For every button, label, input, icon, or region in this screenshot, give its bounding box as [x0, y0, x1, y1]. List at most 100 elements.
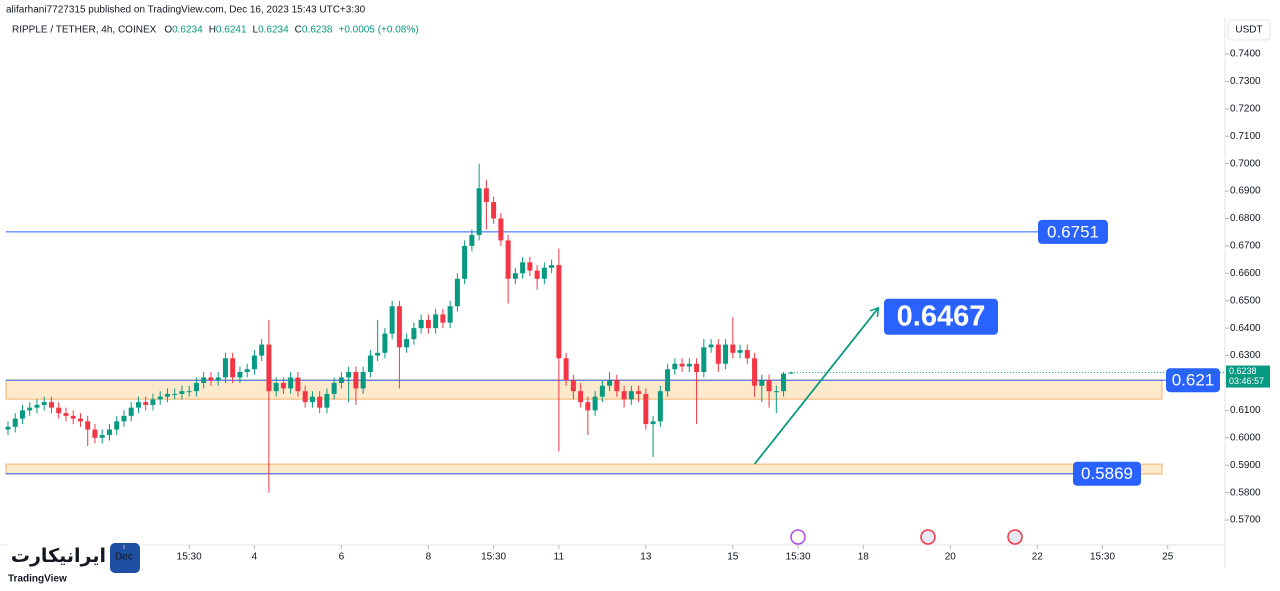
countdown: 03:46:57 — [1229, 376, 1264, 386]
candle-body — [317, 396, 323, 408]
candle-body — [396, 306, 402, 348]
candle-body — [222, 358, 228, 378]
candle-body — [433, 314, 439, 329]
candle-body — [331, 382, 337, 394]
quote-key: H — [209, 25, 216, 36]
candle-body — [578, 391, 584, 403]
candle-body — [251, 355, 257, 370]
level-label-box — [1073, 461, 1141, 486]
candle-body — [63, 413, 69, 416]
candle-body — [48, 402, 54, 408]
candle-body — [85, 421, 91, 430]
candle-body — [19, 410, 25, 419]
candle-body — [208, 377, 214, 381]
candle-body — [512, 273, 518, 279]
candle-body — [172, 393, 178, 395]
candle-body — [360, 371, 366, 389]
candle-body — [70, 415, 76, 419]
candle-body — [694, 363, 700, 372]
candle-body — [788, 372, 794, 374]
y-tick-label: 0.7100 — [1230, 131, 1261, 142]
candle-body — [375, 352, 381, 356]
candle-body — [440, 314, 446, 323]
candle-body — [295, 377, 301, 392]
quote-value: 0.6238 — [302, 25, 333, 36]
x-tick-label: 25 — [1162, 552, 1174, 563]
candle-body — [99, 435, 105, 438]
candle-body — [186, 391, 192, 393]
x-tick-label: 15:30 — [1090, 552, 1115, 563]
y-tick-label: 0.6500 — [1230, 295, 1261, 306]
quote-value: 0.6234 — [258, 25, 289, 36]
candle-body — [157, 396, 163, 400]
x-tick-label: 15:30 — [481, 552, 506, 563]
candle-body — [730, 344, 736, 353]
candle-body — [309, 396, 315, 403]
candle-body — [382, 333, 388, 353]
candle-body — [353, 371, 359, 389]
currency-box — [1227, 19, 1271, 41]
price-tag-label: 0.6238 — [1229, 366, 1257, 376]
plot: 0.6751 0.621 0.5869 0.6467 — [5, 163, 1225, 493]
candle-body — [686, 363, 692, 367]
candle-body — [273, 382, 279, 392]
level-label-box — [1166, 368, 1220, 393]
y-tick-label: 0.5800 — [1230, 487, 1261, 498]
zone — [5, 379, 1163, 400]
candle-body — [288, 377, 294, 389]
candle-body — [773, 391, 779, 393]
y-tick-label: 0.6300 — [1230, 350, 1261, 361]
candle-body — [781, 373, 787, 392]
candle-body — [672, 363, 678, 370]
event-icon[interactable] — [1007, 529, 1023, 545]
candle-body — [752, 358, 758, 386]
candle-body — [628, 391, 634, 400]
x-tick-label: 15 — [727, 552, 739, 563]
candle-body — [585, 402, 591, 411]
y-tick-label: 0.7200 — [1230, 103, 1261, 114]
x-tick-label: 22 — [1032, 552, 1044, 563]
candle-body — [244, 369, 250, 372]
x-tick-label: Dec — [115, 552, 133, 563]
quote-key: L — [253, 25, 259, 36]
candle-body — [346, 371, 352, 378]
x-tick-label: 18 — [858, 552, 870, 563]
candle-body — [150, 399, 156, 405]
candle-body — [106, 429, 112, 436]
candle-body — [520, 262, 526, 274]
price-tag — [1226, 365, 1270, 388]
quote-value: +0.0005 (+0.08%) — [339, 25, 419, 36]
candle-body — [338, 377, 344, 383]
candle-body — [737, 350, 743, 353]
candle-body — [759, 380, 765, 386]
candle-body — [418, 319, 424, 329]
candle-body — [164, 393, 170, 397]
logo-icon — [110, 543, 140, 573]
candle-body — [723, 344, 729, 364]
candle-body — [389, 306, 395, 334]
x-tick-label: 11 — [554, 552, 565, 563]
candle-body — [621, 391, 627, 400]
quote-value: 0.6241 — [216, 25, 247, 36]
arrow — [753, 309, 878, 465]
candle-body — [469, 234, 475, 246]
candle-body — [411, 328, 417, 340]
y-tick-label: 0.6800 — [1230, 213, 1261, 224]
candle-body — [324, 393, 330, 408]
y-tick-label: 0.6100 — [1230, 405, 1261, 416]
y-tick-label: 0.5900 — [1230, 460, 1261, 471]
candle-body — [766, 380, 772, 392]
event-icon[interactable] — [920, 529, 936, 545]
x-tick-label: 6 — [339, 552, 345, 563]
candle-body — [505, 240, 511, 279]
candle-body — [563, 358, 569, 381]
candle-body — [744, 350, 750, 359]
candle-body — [643, 393, 649, 425]
event-icon[interactable] — [790, 529, 806, 545]
candle-body — [92, 429, 98, 438]
candle-body — [425, 319, 431, 329]
logo-text: ایرانیکارت — [11, 546, 106, 567]
